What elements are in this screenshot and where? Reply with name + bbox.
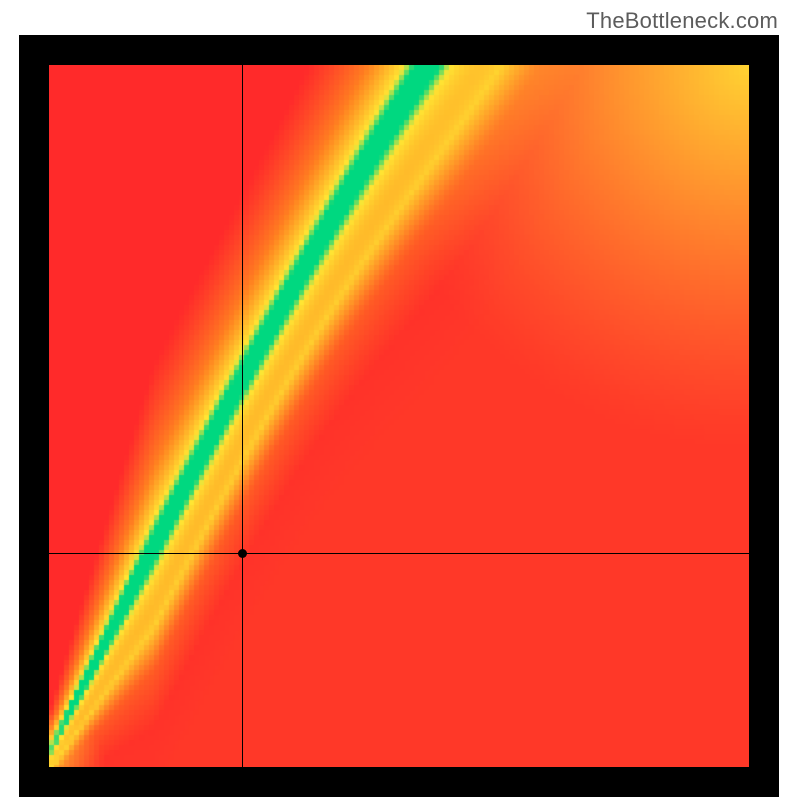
heatmap-canvas: [49, 65, 749, 767]
chart-outer-frame: [19, 35, 779, 797]
watermark-text: TheBottleneck.com: [586, 8, 778, 34]
crosshair-vertical: [242, 65, 243, 767]
crosshair-horizontal: [49, 553, 749, 554]
plot-area: [49, 65, 749, 767]
crosshair-dot: [238, 549, 247, 558]
